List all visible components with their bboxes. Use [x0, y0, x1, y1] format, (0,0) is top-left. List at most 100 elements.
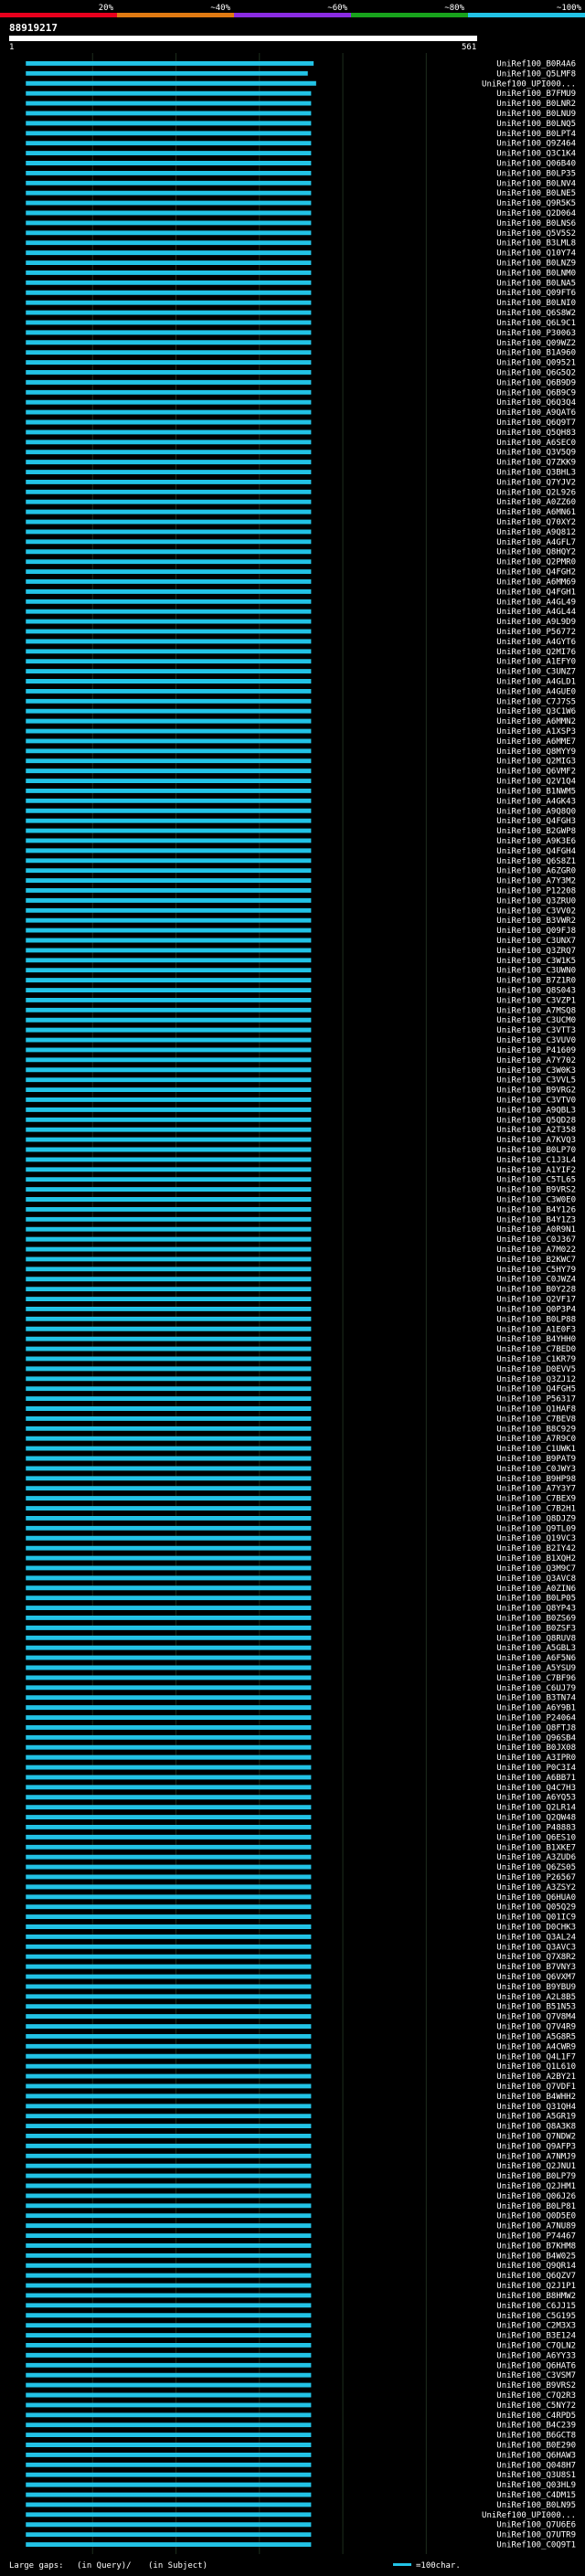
hit-label[interactable]: UniRef100_C6JJ15: [496, 2302, 576, 2311]
hit-label[interactable]: UniRef100_Q2QW48: [496, 1814, 576, 1823]
hit-label[interactable]: UniRef100_Q4C7H3: [496, 1784, 576, 1793]
hit-label[interactable]: UniRef100_Q3AL24: [496, 1933, 576, 1942]
hit-label[interactable]: UniRef100_B0LP79: [496, 2172, 576, 2181]
hit-label[interactable]: UniRef100_Q8FTJ8: [496, 1723, 576, 1733]
hit-label[interactable]: UniRef100_Q1L610: [496, 2062, 576, 2072]
hit-label[interactable]: UniRef100_Q01IC9: [496, 1913, 576, 1923]
hit-label[interactable]: UniRef100_A6ZGR0: [496, 867, 576, 876]
hit-label[interactable]: UniRef100_A1E0F3: [496, 1325, 576, 1334]
hit-label[interactable]: UniRef100_Q2MIG3: [496, 758, 576, 767]
hit-label[interactable]: UniRef100_Q4FGH1: [496, 588, 576, 597]
hit-label[interactable]: UniRef100_C4DM15: [496, 2491, 576, 2500]
hit-label[interactable]: UniRef100_Q31QH4: [496, 2103, 576, 2112]
hit-label[interactable]: UniRef100_Q8YP43: [496, 1605, 576, 1614]
hit-label[interactable]: UniRef100_A9L9D9: [496, 618, 576, 627]
hit-label[interactable]: UniRef100_C3UNZ7: [496, 668, 576, 677]
hit-label[interactable]: UniRef100_A6Y9B1: [496, 1704, 576, 1713]
hit-label[interactable]: UniRef100_B3VWR2: [496, 917, 576, 926]
hit-label[interactable]: UniRef100_B0LP81: [496, 2202, 576, 2211]
hit-label[interactable]: UniRef100_Q9AFP3: [496, 2142, 576, 2151]
hit-label[interactable]: UniRef100_C3VZP1: [496, 996, 576, 1005]
hit-label[interactable]: UniRef100_A6MN61: [496, 508, 576, 517]
hit-label[interactable]: UniRef100_A9Q8Q0: [496, 807, 576, 816]
hit-label[interactable]: UniRef100_A3ZUD6: [496, 1853, 576, 1862]
hit-label[interactable]: UniRef100_B1A960: [496, 349, 576, 358]
hit-label[interactable]: UniRef100_Q9TL09: [496, 1524, 576, 1533]
hit-label[interactable]: UniRef100_Q2LR14: [496, 1804, 576, 1813]
hit-label[interactable]: UniRef100_Q3AVC8: [496, 1574, 576, 1584]
hit-label[interactable]: UniRef100_Q4FGH2: [496, 568, 576, 578]
hit-label[interactable]: UniRef100_P12208: [496, 886, 576, 896]
hit-label[interactable]: UniRef100_B0LNU9: [496, 110, 576, 119]
hit-label[interactable]: UniRef100_B9YBU9: [496, 1983, 576, 1992]
hit-label[interactable]: UniRef100_Q5LMF8: [496, 69, 576, 79]
hit-label[interactable]: UniRef100_P56772: [496, 628, 576, 637]
hit-label[interactable]: UniRef100_B0LP88: [496, 1315, 576, 1324]
hit-label[interactable]: UniRef100_Q2PMR0: [496, 558, 576, 567]
hit-label[interactable]: UniRef100_A7Y702: [496, 1056, 576, 1065]
hit-label[interactable]: UniRef100_Q3ZRQ7: [496, 947, 576, 956]
hit-label[interactable]: UniRef100_Q1HAF8: [496, 1405, 576, 1414]
hit-label[interactable]: UniRef100_A4GL44: [496, 608, 576, 617]
hit-label[interactable]: UniRef100_Q3AVC3: [496, 1943, 576, 1952]
hit-label[interactable]: UniRef100_B0LNM0: [496, 269, 576, 278]
hit-label[interactable]: UniRef100_C3W0K3: [496, 1066, 576, 1076]
hit-label[interactable]: UniRef100_Q5QH83: [496, 429, 576, 438]
hit-label[interactable]: UniRef100_C3VTT3: [496, 1026, 576, 1035]
hit-label[interactable]: UniRef100_B0LN95: [496, 2501, 576, 2510]
hit-label[interactable]: UniRef100_Q3V5Q9: [496, 449, 576, 458]
hit-label[interactable]: UniRef100_A7NMJ9: [496, 2152, 576, 2161]
hit-label[interactable]: UniRef100_Q3M9C7: [496, 1564, 576, 1574]
hit-label[interactable]: UniRef100_A6YY33: [496, 2351, 576, 2360]
hit-label[interactable]: UniRef100_Q7ZKK9: [496, 459, 576, 468]
hit-label[interactable]: UniRef100_Q2V1Q4: [496, 778, 576, 787]
hit-label[interactable]: UniRef100_Q2MI76: [496, 648, 576, 657]
hit-label[interactable]: UniRef100_B6GCT8: [496, 2432, 576, 2441]
hit-label[interactable]: UniRef100_C3VTV0: [496, 1096, 576, 1105]
hit-label[interactable]: UniRef100_A9QBL3: [496, 1106, 576, 1115]
hit-label[interactable]: UniRef100_Q19VC3: [496, 1534, 576, 1543]
hit-label[interactable]: UniRef100_B4YHH0: [496, 1335, 576, 1344]
hit-label[interactable]: UniRef100_B2GWP8: [496, 827, 576, 836]
hit-label[interactable]: UniRef100_A3IPR0: [496, 1754, 576, 1763]
hit-label[interactable]: UniRef100_UPI000...: [482, 80, 576, 89]
hit-label[interactable]: UniRef100_P56317: [496, 1395, 576, 1405]
hit-label[interactable]: UniRef100_Q70XY2: [496, 518, 576, 527]
hit-label[interactable]: UniRef100_A7M022: [496, 1246, 576, 1255]
hit-label[interactable]: UniRef100_B0LP70: [496, 1146, 576, 1155]
hit-label[interactable]: UniRef100_B4Y126: [496, 1205, 576, 1214]
hit-label[interactable]: UniRef100_A9K3E6: [496, 837, 576, 846]
hit-label[interactable]: UniRef100_Q5V5S2: [496, 229, 576, 239]
hit-label[interactable]: UniRef100_Q3ZRU0: [496, 896, 576, 906]
hit-label[interactable]: UniRef100_C5TL65: [496, 1176, 576, 1185]
hit-label[interactable]: UniRef100_P0C3I4: [496, 1764, 576, 1773]
hit-label[interactable]: UniRef100_B0LNZ9: [496, 260, 576, 269]
hit-label[interactable]: UniRef100_C5HY79: [496, 1266, 576, 1275]
hit-label[interactable]: UniRef100_Q4FGH5: [496, 1385, 576, 1394]
hit-label[interactable]: UniRef100_Q6S8W2: [496, 309, 576, 318]
hit-label[interactable]: UniRef100_C0JWY3: [496, 1465, 576, 1474]
hit-label[interactable]: UniRef100_Q06B40: [496, 159, 576, 168]
hit-label[interactable]: UniRef100_C7BEV8: [496, 1415, 576, 1424]
hit-label[interactable]: UniRef100_C3W1K5: [496, 957, 576, 966]
hit-label[interactable]: UniRef100_A2BY21: [496, 2072, 576, 2082]
hit-label[interactable]: UniRef100_Q3C1W6: [496, 707, 576, 716]
hit-label[interactable]: UniRef100_A6MME7: [496, 737, 576, 747]
hit-label[interactable]: UniRef100_Q8A3K8: [496, 2123, 576, 2132]
hit-label[interactable]: UniRef100_B1NWM5: [496, 787, 576, 796]
hit-label[interactable]: UniRef100_Q6G5Q2: [496, 368, 576, 377]
hit-label[interactable]: UniRef100_B0LNV4: [496, 179, 576, 188]
hit-label[interactable]: UniRef100_Q09FJ8: [496, 927, 576, 936]
hit-label[interactable]: UniRef100_B0LNQ5: [496, 120, 576, 129]
hit-label[interactable]: UniRef100_C4RPD5: [496, 2412, 576, 2421]
hit-label[interactable]: UniRef100_Q8S043: [496, 987, 576, 996]
hit-label[interactable]: UniRef100_Q03HL9: [496, 2481, 576, 2490]
hit-label[interactable]: UniRef100_Q7VDF1: [496, 2083, 576, 2092]
hit-label[interactable]: UniRef100_Q6L9C1: [496, 319, 576, 328]
hit-label[interactable]: UniRef100_B0LNI0: [496, 299, 576, 308]
hit-label[interactable]: UniRef100_Q6B9C9: [496, 388, 576, 398]
hit-label[interactable]: UniRef100_Q10Y74: [496, 249, 576, 259]
hit-label[interactable]: UniRef100_B9HP98: [496, 1475, 576, 1484]
hit-label[interactable]: UniRef100_A7MSQ8: [496, 1006, 576, 1015]
hit-label[interactable]: UniRef100_Q8RUV8: [496, 1634, 576, 1643]
